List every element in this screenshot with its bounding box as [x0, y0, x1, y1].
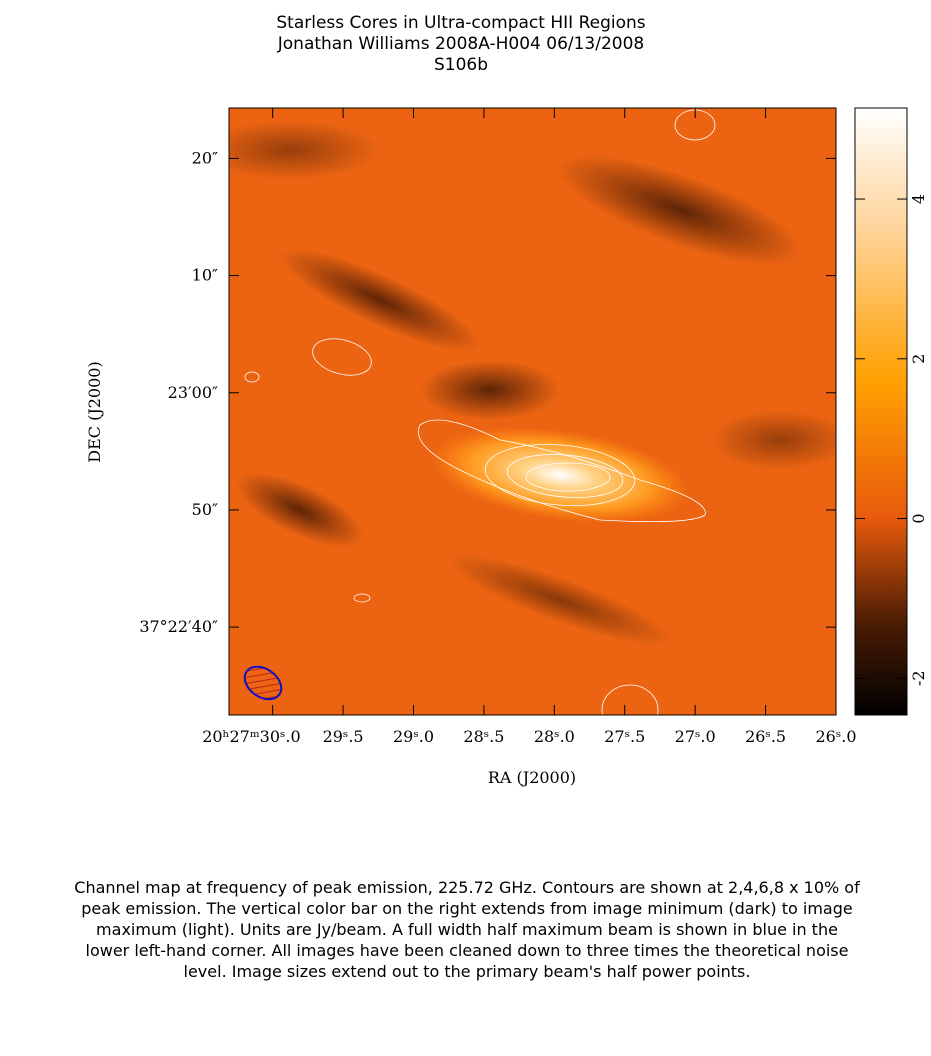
x-tick-label: 28ˢ.0 [534, 727, 575, 746]
caption-line: maximum (light). Units are Jy/beam. A fu… [96, 920, 838, 939]
title-line: Starless Cores in Ultra-compact HII Regi… [276, 13, 645, 33]
x-tick-label: 27ˢ.5 [604, 727, 645, 746]
y-tick-label: 50″ [192, 500, 218, 519]
caption-line: Channel map at frequency of peak emissio… [74, 878, 860, 897]
title-line: S106b [434, 55, 488, 75]
y-tick-label: 10″ [192, 266, 218, 285]
y-axis-label: DEC (J2000) [85, 361, 104, 462]
colorbar-tick-label: -2 [909, 670, 928, 686]
x-axis-label: RA (J2000) [488, 768, 576, 787]
caption: Channel map at frequency of peak emissio… [74, 878, 860, 981]
title-line: Jonathan Williams 2008A-H004 06/13/2008 [277, 34, 644, 54]
colorbar-tick-label: 2 [909, 354, 928, 364]
y-tick-label: 20″ [192, 148, 218, 167]
x-tick-label: 27ˢ.0 [675, 727, 716, 746]
colorbar [854, 107, 908, 716]
y-tick-label: 37°22′40″ [139, 617, 218, 636]
colorbar-tick-label: 4 [909, 194, 928, 204]
map-image [229, 108, 836, 715]
x-tick-label: 29ˢ.5 [323, 727, 364, 746]
x-tick-label: 26ˢ.5 [745, 727, 786, 746]
y-tick-label: 23′00″ [168, 383, 218, 402]
plot-frame [228, 107, 837, 716]
x-tick-label: 28ˢ.5 [463, 727, 504, 746]
caption-line: level. Image sizes extend out to the pri… [184, 962, 751, 981]
caption-line: peak emission. The vertical color bar on… [81, 899, 852, 918]
x-tick-label: 26ˢ.0 [815, 727, 856, 746]
beam [243, 665, 283, 701]
caption-line: lower left-hand corner. All images have … [86, 941, 849, 960]
title: Starless Cores in Ultra-compact HII Regi… [276, 13, 645, 75]
x-tick-label: 20ʰ27ᵐ30ˢ.0 [202, 727, 300, 746]
colorbar-tick-label: 0 [909, 513, 928, 523]
x-tick-label: 29ˢ.0 [393, 727, 434, 746]
